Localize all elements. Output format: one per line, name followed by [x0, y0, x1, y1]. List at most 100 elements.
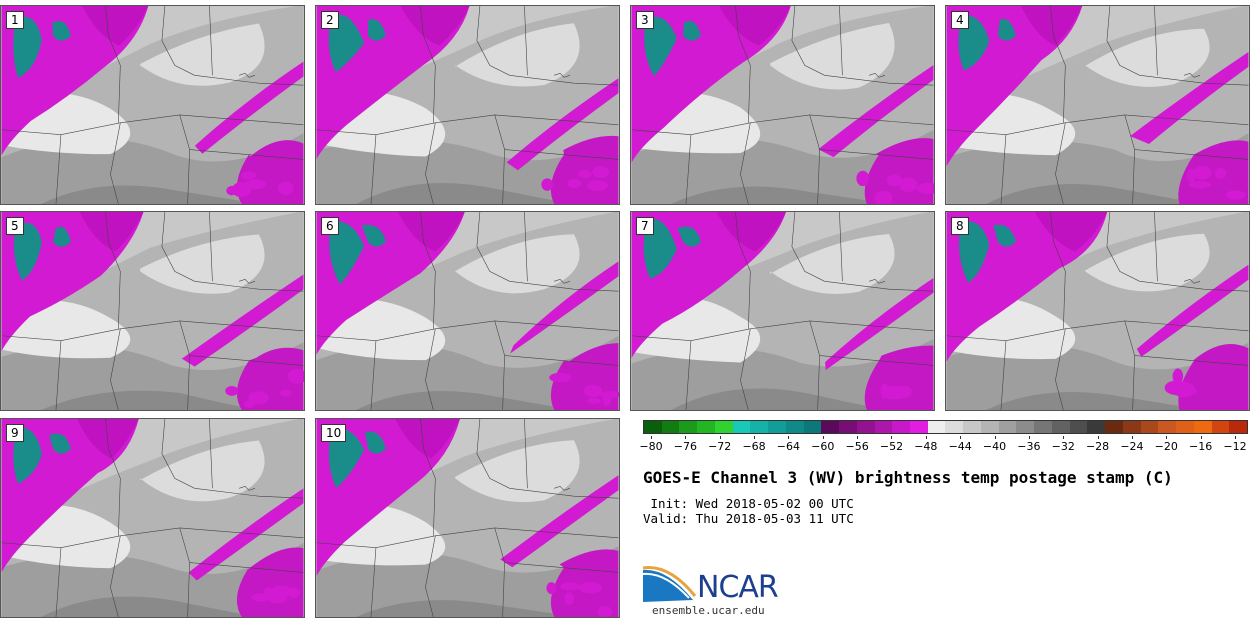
map-image: [946, 6, 1249, 204]
colorbar-cell: [661, 421, 680, 433]
colorbar-cell: [839, 421, 857, 433]
colorbar-cell: [1069, 421, 1088, 433]
colorbar-tick-mark: [719, 436, 721, 439]
panel-number: 8: [951, 217, 969, 235]
colorbar-tick-label: −72: [708, 440, 732, 453]
figure-title: GOES-E Channel 3 (WV) brightness temp po…: [643, 468, 1173, 487]
colorbar-cell: [697, 421, 715, 433]
colorbar-cell: [874, 421, 893, 433]
init-time: Init: Wed 2018-05-02 00 UTC: [643, 496, 854, 511]
site-url: ensemble.ucar.edu: [652, 604, 765, 617]
colorbar-tick-label: −68: [742, 440, 766, 453]
colorbar-tick-mark: [925, 436, 927, 439]
colorbar-tick-label: −80: [639, 440, 663, 453]
map-image: [1, 419, 304, 617]
colorbar-tick-mark: [754, 436, 756, 439]
colorbar-cell: [1105, 421, 1123, 433]
colorbar-cell: [980, 421, 999, 433]
map-panel: 1: [0, 5, 305, 205]
panel-number: 5: [6, 217, 24, 235]
panel-number: 7: [636, 217, 654, 235]
colorbar-cell: [768, 421, 786, 433]
map-panel: 5: [0, 211, 305, 411]
map-image: [631, 6, 934, 204]
map-image: [316, 212, 619, 410]
colorbar-cell: [1140, 421, 1159, 433]
colorbar-tick-mark: [1028, 436, 1030, 439]
colorbar-tick-mark: [1097, 436, 1099, 439]
map-image: [316, 6, 619, 204]
map-layer: [1, 419, 304, 617]
colorbar-ticks: −80 −76 −72 −68 −64 −60 −56 −52 −48 −44 −40 −36 −32−…: [639, 436, 1248, 456]
colorbar-cell: [856, 421, 875, 433]
map-panel: 2: [315, 5, 620, 205]
colorbar-tick-label: −48: [914, 440, 938, 453]
colorbar-tick-label: −76: [673, 440, 697, 453]
colorbar-tick-mark: [857, 436, 859, 439]
colorbar-tick-label: −12: [1223, 440, 1247, 453]
map-layer: [316, 212, 619, 410]
valid-time: Valid: Thu 2018-05-03 11 UTC: [643, 511, 854, 526]
colorbar-cell: [963, 421, 981, 433]
map-layer: [1, 6, 304, 204]
colorbar-tick-label: −36: [1017, 440, 1041, 453]
colorbar-cell: [644, 421, 662, 433]
colorbar-tick-label: −56: [845, 440, 869, 453]
colorbar-tick-label: −28: [1085, 440, 1110, 453]
map-panel: 8: [945, 211, 1250, 411]
map-layer: [316, 419, 619, 617]
colorbar-tick-label: −24: [1120, 440, 1144, 453]
map-layer: [1, 212, 304, 410]
colorbar-cell: [821, 421, 840, 433]
colorbar-cell: [785, 421, 804, 433]
colorbar-cell: [803, 421, 822, 433]
colorbar-cell: [1087, 421, 1106, 433]
map-layer: [946, 6, 1249, 204]
colorbar-cell: [750, 421, 769, 433]
colorbar-cell: [732, 421, 751, 433]
colorbar-tick-label: −60: [811, 440, 835, 453]
colorbar-tick-mark: [891, 436, 893, 439]
colorbar-cell: [1051, 421, 1070, 433]
map-image: [946, 212, 1249, 410]
colorbar-tick-label: −16: [1189, 440, 1213, 453]
panel-number: 3: [636, 11, 654, 29]
colorbar-tick-label: −20: [1154, 440, 1178, 453]
colorbar-cell: [1034, 421, 1052, 433]
panel-number: 9: [6, 424, 24, 442]
colorbar-cell: [679, 421, 698, 433]
colorbar-cell: [927, 421, 946, 433]
map-image: [1, 6, 304, 204]
colorbar-tick-mark: [1166, 436, 1168, 439]
colorbar-tick-mark: [994, 436, 996, 439]
map-panel: 10: [315, 418, 620, 618]
colorbar-tick-mark: [1063, 436, 1065, 439]
panel-number: 10: [321, 424, 347, 442]
colorbar-cell: [1193, 421, 1212, 433]
colorbar-cell: [910, 421, 928, 433]
panel-number: 6: [321, 217, 339, 235]
map-layer: [631, 6, 934, 204]
map-layer: [631, 212, 934, 410]
colorbar-tick-mark: [651, 436, 652, 439]
map-panel: 3: [630, 5, 935, 205]
colorbar-tick-label: −44: [948, 440, 972, 453]
colorbar-cell: [1122, 421, 1141, 433]
colorbar-tick-label: −40: [982, 440, 1007, 453]
colorbar: [643, 420, 1248, 434]
colorbar-tick-mark: [960, 436, 962, 439]
colorbar-cell: [1229, 421, 1247, 433]
colorbar-cell: [1176, 421, 1194, 433]
colorbar-cell: [945, 421, 964, 433]
ncar-logo-icon: [643, 566, 697, 602]
map-panel: 4: [945, 5, 1250, 205]
map-layer: [946, 212, 1249, 410]
colorbar-tick-label: −64: [776, 440, 801, 453]
panel-number: 4: [951, 11, 969, 29]
colorbar-tick-mark: [1200, 436, 1202, 439]
map-panel: 7: [630, 211, 935, 411]
panel-number: 2: [321, 11, 339, 29]
map-layer: [316, 6, 619, 204]
colorbar-cell: [714, 421, 733, 433]
colorbar-cell: [1158, 421, 1177, 433]
